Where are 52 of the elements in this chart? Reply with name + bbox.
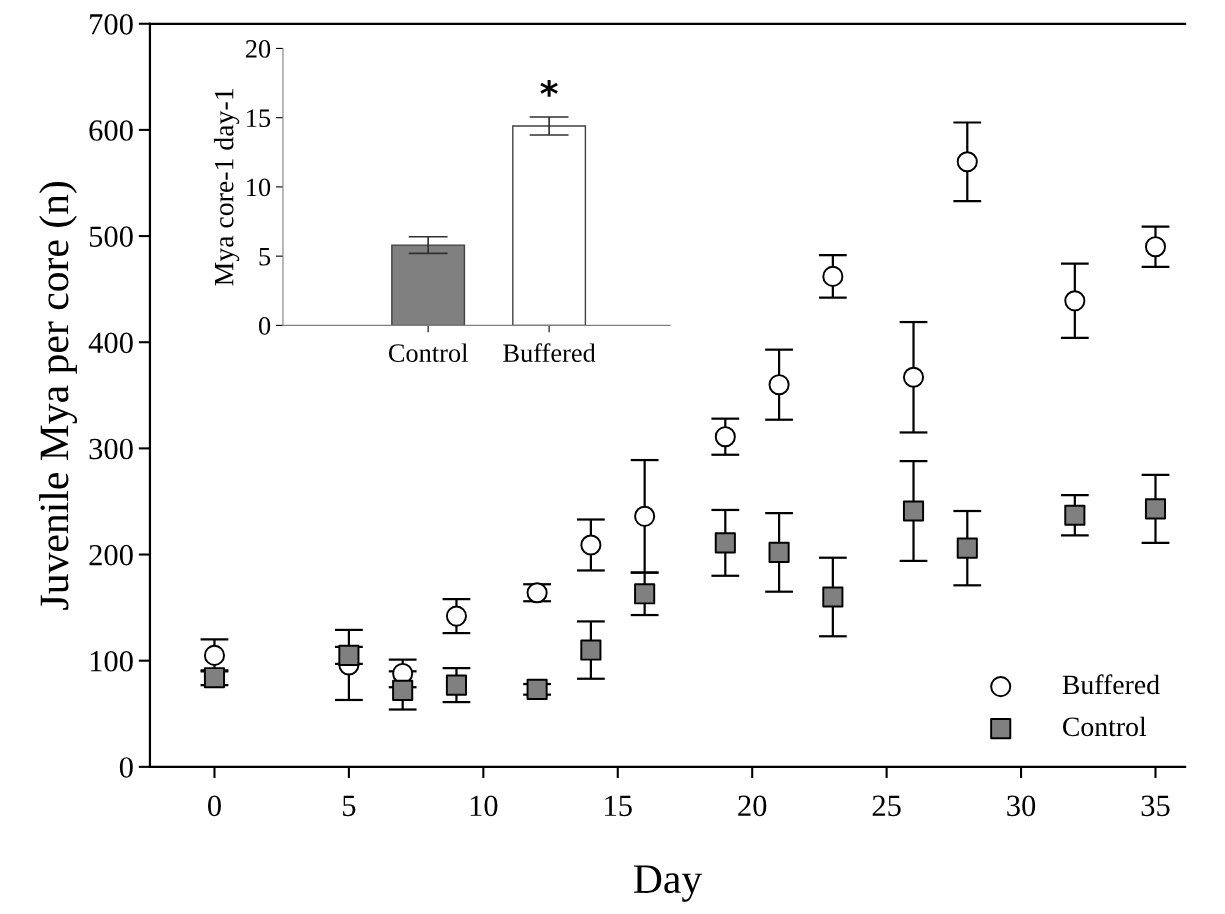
point [1064, 290, 1086, 312]
x-tick-label: 25 [872, 795, 901, 817]
point [1064, 504, 1086, 526]
y-tick-label: 0 [119, 757, 133, 778]
y-axis-title: Mya core-1 day-1 [213, 89, 240, 286]
point [1144, 236, 1167, 258]
y-tick-label: 5 [259, 248, 271, 266]
x-tick-label: 5 [343, 795, 356, 817]
point [338, 644, 360, 666]
point [634, 505, 656, 527]
point [714, 532, 736, 554]
point [445, 605, 467, 627]
point [956, 537, 978, 559]
legend-label: Buffered [1062, 674, 1160, 695]
point [956, 151, 978, 173]
point [822, 586, 844, 608]
y-tick-label: 700 [90, 14, 133, 35]
y-axis-title: Juvenile Mya per core (n) [39, 181, 78, 610]
point [1144, 498, 1167, 520]
x-tick-label: 35 [1141, 795, 1170, 817]
y-tick-label: 15 [247, 109, 271, 128]
y-tick-label: 500 [89, 226, 133, 247]
x-tick-label: 30 [1007, 795, 1036, 817]
y-tick-label: 100 [90, 650, 133, 672]
x-axis-title: Day [633, 865, 703, 902]
point [203, 644, 226, 666]
point [714, 426, 736, 448]
y-tick-label: 20 [245, 40, 271, 58]
y-tick-label: 200 [89, 544, 133, 566]
point [768, 374, 790, 396]
x-tick-label: 20 [738, 795, 767, 817]
point [822, 265, 844, 287]
point [580, 639, 602, 661]
annotation: * [540, 79, 558, 97]
y-tick-label: 0 [258, 316, 271, 335]
y-tick-label: 400 [88, 332, 133, 354]
point [526, 582, 548, 604]
legend-label: Control [1062, 716, 1147, 737]
point [902, 366, 925, 388]
point [768, 541, 790, 563]
point [392, 679, 414, 701]
y-tick-label: 300 [89, 438, 133, 460]
point [634, 583, 656, 605]
point [526, 678, 548, 700]
point [445, 674, 467, 696]
y-tick-label: 600 [89, 120, 133, 141]
x-tick-label: 0 [207, 795, 221, 817]
x-tick-label: 10 [470, 795, 498, 817]
point [580, 534, 602, 556]
point [902, 500, 925, 522]
y-tick-label: 10 [247, 178, 271, 197]
x-tick-label: 15 [605, 795, 632, 817]
